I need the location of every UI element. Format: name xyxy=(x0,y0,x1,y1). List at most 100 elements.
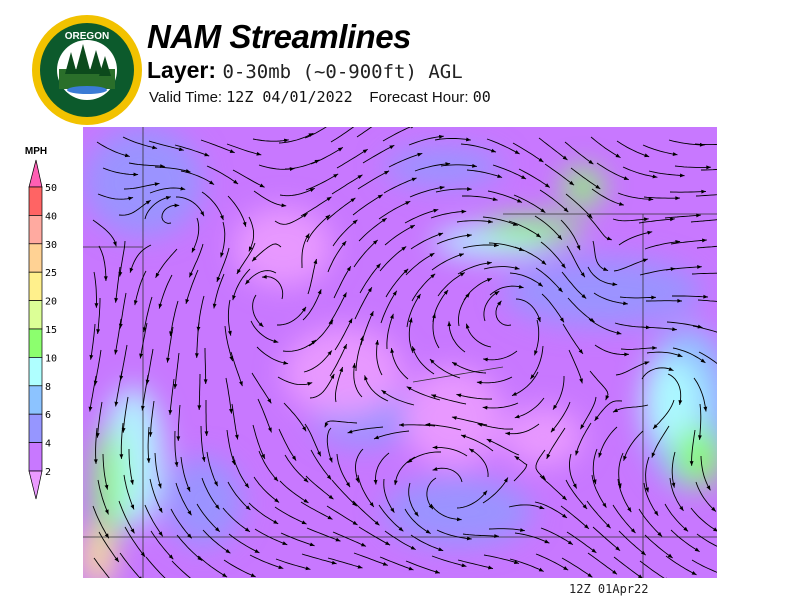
streamline-arrow xyxy=(114,297,119,303)
streamline-arrow xyxy=(250,573,256,577)
streamline-arrow xyxy=(703,294,708,299)
streamline-arrow xyxy=(697,435,702,440)
streamline xyxy=(128,449,134,485)
streamline xyxy=(691,429,696,466)
streamline-arrow xyxy=(572,483,577,489)
map-timestamp: 12Z 01Apr22 xyxy=(569,582,649,596)
streamline xyxy=(462,533,499,537)
streamline-arrow xyxy=(93,459,98,464)
streamline-arrow xyxy=(327,350,332,356)
streamline xyxy=(169,300,179,337)
streamline xyxy=(379,246,407,272)
streamline-arrow xyxy=(119,454,124,459)
streamline-arrow xyxy=(511,391,517,396)
streamline-arrow xyxy=(580,424,585,430)
streamline xyxy=(230,351,243,387)
streamline xyxy=(256,346,289,365)
streamline-arrow xyxy=(129,267,134,273)
wind-speed-region xyxy=(233,207,333,287)
streamline-arrow xyxy=(236,269,241,275)
streamline xyxy=(666,321,703,329)
streamline-arrow xyxy=(140,551,146,557)
streamline xyxy=(407,451,442,464)
streamline xyxy=(154,166,191,173)
streamline xyxy=(432,313,440,349)
streamline xyxy=(456,220,493,223)
streamline-arrow xyxy=(401,246,407,251)
streamline-arrow xyxy=(201,456,206,462)
streamline xyxy=(694,143,717,146)
streamline xyxy=(593,292,628,305)
streamline-arrow xyxy=(355,477,360,483)
streamline-arrow xyxy=(352,501,357,507)
streamline xyxy=(540,527,574,545)
streamline-arrow xyxy=(245,505,251,510)
streamline xyxy=(327,557,363,569)
streamline xyxy=(196,503,221,533)
streamline xyxy=(534,501,568,519)
streamline-arrow xyxy=(187,533,192,539)
streamline-arrow xyxy=(477,423,483,427)
streamline xyxy=(429,358,461,379)
streamline-arrow xyxy=(645,487,649,493)
streamline-arrow xyxy=(374,435,379,440)
streamline-arrow xyxy=(114,349,118,355)
streamline xyxy=(411,273,436,302)
streamline-arrow xyxy=(259,183,265,188)
streamline xyxy=(227,195,247,227)
streamline xyxy=(379,556,414,571)
streamline-arrow xyxy=(252,256,257,262)
streamline xyxy=(539,475,568,501)
streamline-arrow xyxy=(466,233,472,238)
streamline-arrow xyxy=(459,272,465,277)
streamline xyxy=(482,402,519,409)
streamline xyxy=(303,350,333,373)
streamline xyxy=(592,526,621,552)
streamline-arrow xyxy=(283,138,289,143)
streamline-arrow xyxy=(204,431,209,436)
streamline-arrow xyxy=(174,203,180,208)
streamline xyxy=(278,132,314,144)
streamline xyxy=(476,376,513,384)
streamline-arrow xyxy=(309,542,315,547)
streamline xyxy=(336,453,351,488)
streamline xyxy=(639,560,665,578)
streamline xyxy=(144,504,164,537)
streamline-arrow xyxy=(256,151,262,156)
streamline-arrow xyxy=(381,390,387,395)
streamline xyxy=(405,252,435,276)
streamline-arrow xyxy=(666,577,668,578)
streamline xyxy=(98,531,120,563)
streamline xyxy=(570,167,601,190)
streamline xyxy=(518,168,551,188)
streamline xyxy=(468,448,489,478)
streamline-arrow xyxy=(174,462,179,467)
streamline-arrow xyxy=(346,266,351,272)
streamline-arrow xyxy=(305,566,311,571)
streamline-arrow xyxy=(333,173,339,178)
streamline xyxy=(93,557,110,578)
streamline xyxy=(206,165,239,185)
streamline xyxy=(489,285,524,296)
streamline-arrow xyxy=(357,174,363,179)
streamline xyxy=(699,403,702,440)
streamline xyxy=(560,219,581,251)
streamline-arrow xyxy=(328,494,334,500)
streamline-arrow xyxy=(232,295,236,301)
streamline xyxy=(352,194,383,216)
streamline xyxy=(284,454,309,483)
streamline xyxy=(115,266,121,303)
streamline-arrow xyxy=(381,218,387,223)
streamline xyxy=(669,477,684,512)
streamline-arrow xyxy=(456,517,462,522)
streamline xyxy=(430,210,467,219)
forecast-hour-label: Forecast Hour: xyxy=(369,89,469,106)
legend-top-arrow xyxy=(28,159,43,188)
streamline-arrow xyxy=(559,317,564,323)
streamline-arrow xyxy=(130,479,134,485)
streamline xyxy=(580,396,597,430)
streamline xyxy=(202,529,231,554)
legend-swatch xyxy=(28,243,43,273)
streamline-arrow xyxy=(326,196,332,202)
streamline-arrow xyxy=(562,155,568,161)
